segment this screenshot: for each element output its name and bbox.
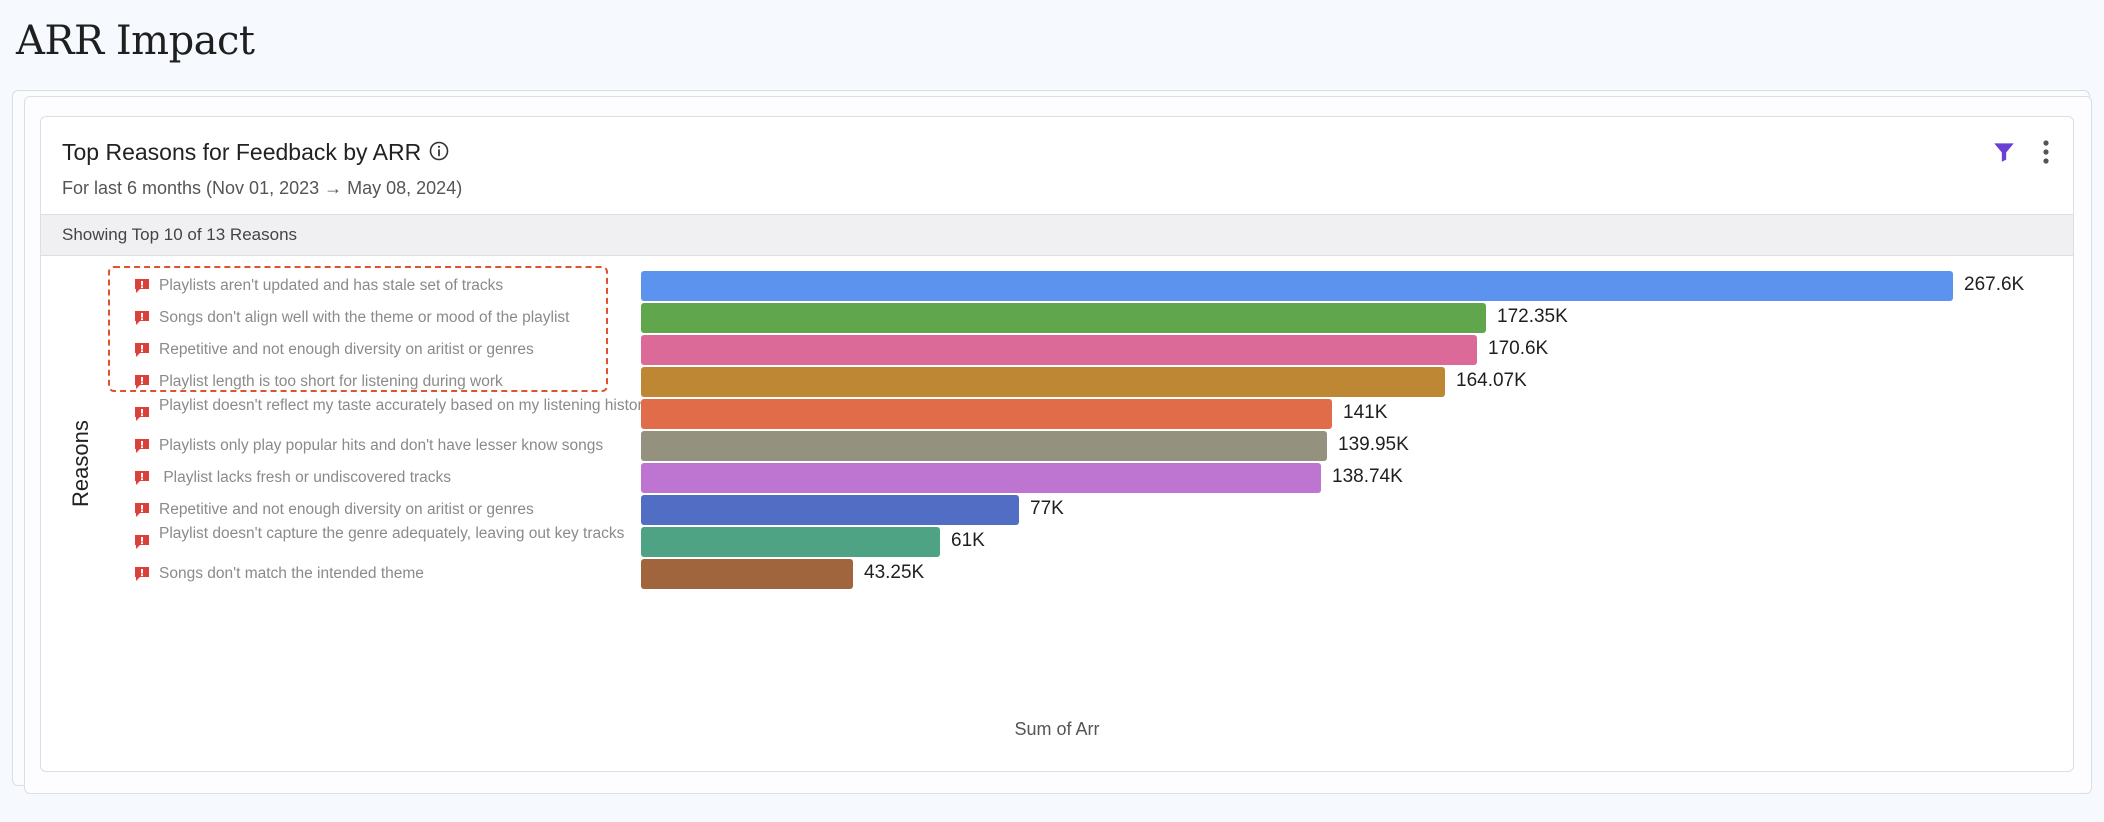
alert-message-icon [135,439,149,453]
page-title: ARR Impact [16,18,255,64]
reason-label: Playlists only play popular hits and don… [159,437,604,454]
bar[interactable] [641,431,1327,461]
reason-label: Playlist doesn't capture the genre adequ… [159,525,625,542]
alert-message-icon [135,471,149,485]
alert-message-icon [135,503,149,517]
bar[interactable] [641,559,853,589]
bar[interactable] [641,463,1321,493]
bar-value-label: 77K [1030,498,1064,519]
reason-label: Songs don't align well with the theme or… [159,309,570,326]
bar-value-label: 61K [951,530,985,551]
highlight-box [108,266,608,392]
bar-value-label: 172.35K [1497,306,1568,327]
chart-card: Top Reasons for Feedback by ARR For last… [40,116,2074,772]
bar-value-label: 141K [1343,402,1388,423]
filter-icon[interactable] [1991,139,2017,165]
alert-message-icon [135,375,149,389]
x-axis-label: Sum of Arr [1014,719,1100,739]
bar-chart: Playlists aren't updated and has stale s… [41,117,2073,771]
bar[interactable] [641,399,1332,429]
bar[interactable] [641,495,1019,525]
alert-message-icon [135,279,149,293]
reason-label: Repetitive and not enough diversity on a… [159,501,534,518]
bar[interactable] [641,367,1445,397]
alert-message-icon [135,311,149,325]
reason-label: Repetitive and not enough diversity on a… [159,341,534,358]
alert-message-icon [135,567,149,581]
bar-value-label: 139.95K [1338,434,1409,455]
bar-value-label: 164.07K [1456,370,1527,391]
bar[interactable] [641,303,1486,333]
alert-message-icon [135,535,149,549]
bar[interactable] [641,527,940,557]
bar-value-label: 267.6K [1964,274,2025,295]
info-icon[interactable] [427,139,451,163]
reason-label: Playlist length is too short for listeni… [159,373,503,390]
chart-title: Top Reasons for Feedback by ARR [62,139,422,165]
alert-message-icon [135,343,149,357]
top-reasons-band: Showing Top 10 of 13 Reasons [41,214,2073,256]
bar-value-label: 170.6K [1488,338,1549,359]
reason-label: Playlists aren't updated and has stale s… [159,277,504,294]
reason-label: Playlist doesn't reflect my taste accura… [159,397,651,414]
more-vertical-icon[interactable] [2035,137,2057,167]
bar[interactable] [641,335,1477,365]
chart-subtitle: For last 6 months (Nov 01, 2023 → May 08… [62,178,463,198]
reason-label: Playlist lacks fresh or undiscovered tra… [159,469,452,486]
bar-value-label: 43.25K [864,562,925,583]
bar-value-label: 138.74K [1332,466,1403,487]
reason-label: Songs don't match the intended theme [159,565,424,582]
bar[interactable] [641,271,1953,301]
band-text: Showing Top 10 of 13 Reasons [62,225,298,244]
alert-message-icon [135,407,149,421]
